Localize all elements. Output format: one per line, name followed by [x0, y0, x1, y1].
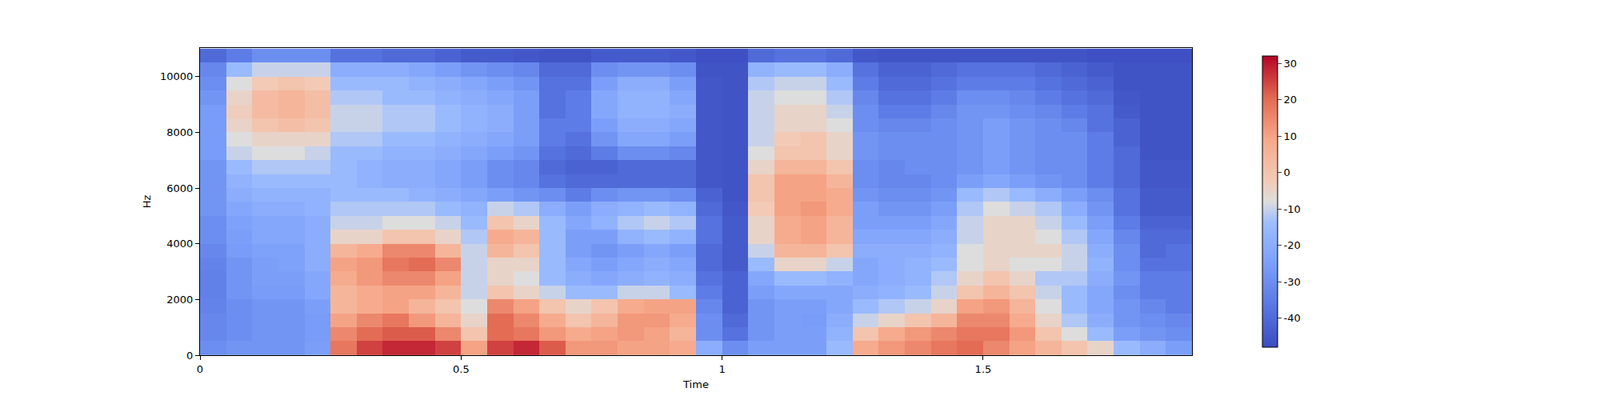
svg-text:-10: -10 — [1284, 203, 1301, 216]
svg-text:2000: 2000 — [166, 293, 193, 306]
svg-text:20: 20 — [1284, 93, 1298, 106]
svg-text:4000: 4000 — [166, 237, 193, 250]
svg-text:Hz: Hz — [140, 195, 153, 209]
svg-text:10000: 10000 — [160, 70, 193, 83]
svg-text:0.5: 0.5 — [452, 363, 470, 376]
svg-text:Time: Time — [682, 378, 709, 391]
svg-text:10: 10 — [1284, 130, 1298, 143]
svg-text:1.5: 1.5 — [975, 363, 992, 376]
svg-text:0: 0 — [186, 349, 193, 362]
svg-text:0: 0 — [1284, 166, 1291, 179]
svg-text:1: 1 — [718, 363, 725, 376]
svg-text:-40: -40 — [1284, 312, 1301, 324]
svg-text:-30: -30 — [1284, 276, 1301, 288]
svg-text:30: 30 — [1284, 57, 1298, 70]
svg-text:-20: -20 — [1284, 239, 1301, 252]
svg-text:6000: 6000 — [166, 182, 193, 195]
svg-text:0: 0 — [196, 363, 204, 376]
svg-text:8000: 8000 — [166, 126, 193, 139]
